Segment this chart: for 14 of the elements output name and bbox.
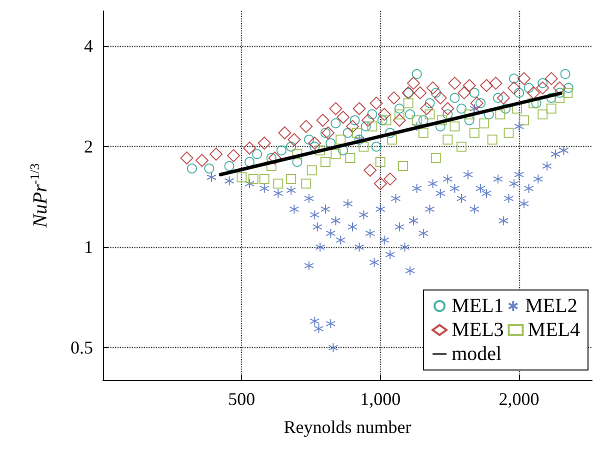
x-tick-label: 500	[228, 389, 256, 409]
legend-label: MEL1	[452, 295, 504, 317]
y-tick-label: 1	[84, 237, 93, 258]
legend-label: model	[452, 343, 502, 365]
y-tick-label: 4	[84, 36, 93, 56]
legend-label: MEL3	[452, 319, 504, 341]
y-tick-label: 2	[84, 136, 93, 157]
legend-label: MEL4	[528, 319, 580, 341]
y-axis-title: NuPr-1/3	[27, 163, 52, 229]
x-axis-title: Reynolds number	[284, 417, 412, 437]
legend-label: MEL2	[525, 295, 578, 317]
x-tick-label: 2,000	[498, 389, 540, 409]
x-tick-label: 1,000	[360, 389, 401, 409]
y-tick-label: 0.5	[70, 338, 93, 358]
